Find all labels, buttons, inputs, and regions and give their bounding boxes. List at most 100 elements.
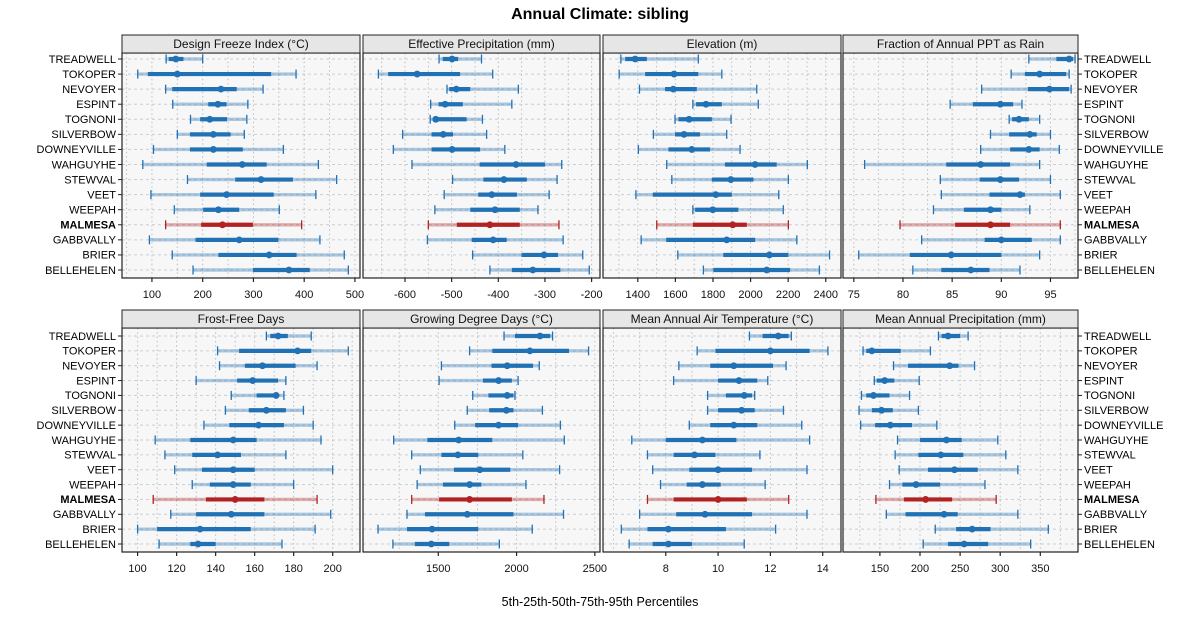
panel: Mean Annual Precipitation (mm) 150 200 250 3… bbox=[842, 309, 1082, 575]
median-dot bbox=[194, 540, 202, 548]
median-dot bbox=[631, 55, 639, 63]
percentile-row bbox=[411, 494, 545, 504]
strip-title: Frost-Free Days bbox=[198, 312, 285, 326]
site-label-right: GABBVALLY bbox=[1084, 509, 1148, 521]
median-dot bbox=[491, 206, 499, 214]
site-label-right: BRIER bbox=[1084, 250, 1118, 262]
percentile-row bbox=[406, 509, 565, 519]
panel: Effective Precipitation (mm) -600 -500 -400… bbox=[362, 34, 603, 301]
median-dot bbox=[977, 161, 985, 168]
median-dot bbox=[448, 55, 456, 63]
median-dot bbox=[219, 221, 226, 229]
percentile-row bbox=[171, 250, 345, 260]
axis-tick-label: 160 bbox=[245, 563, 263, 575]
site-label-left: WEEPAH bbox=[69, 479, 116, 491]
strip-title: Fraction of Annual PPT as Rain bbox=[877, 37, 1044, 51]
site-label-left: MALMESA bbox=[60, 494, 116, 506]
percentile-row bbox=[949, 99, 1023, 109]
axis-tick-label: 2400 bbox=[814, 289, 838, 301]
panel: Growing Degree Days (°C) 1500 2000 2500 bbox=[362, 309, 607, 575]
median-dot bbox=[488, 191, 496, 199]
median-dot bbox=[960, 540, 968, 548]
median-dot bbox=[1025, 146, 1033, 153]
site-label-left: STEWVAL bbox=[64, 450, 116, 462]
median-dot bbox=[774, 332, 782, 340]
strip-header bbox=[121, 309, 361, 329]
strip-header bbox=[362, 34, 601, 54]
site-label-right: DOWNEYVILLE bbox=[1084, 420, 1163, 432]
percentile-row bbox=[203, 420, 314, 430]
median-dot bbox=[870, 392, 877, 399]
percentile-row bbox=[176, 129, 245, 139]
percentile-row bbox=[678, 361, 787, 371]
median-dot bbox=[886, 421, 894, 429]
percentile-row bbox=[427, 220, 560, 230]
axis-tick-label: 95 bbox=[1044, 289, 1056, 301]
percentile-row bbox=[863, 160, 1041, 169]
site-label-right: TOKOPER bbox=[1084, 69, 1138, 81]
percentile-row bbox=[674, 114, 732, 124]
percentile-row bbox=[411, 160, 563, 169]
percentile-row bbox=[618, 69, 723, 79]
median-dot bbox=[229, 466, 237, 474]
site-label-left: STEWVAL bbox=[64, 174, 116, 186]
percentile-row bbox=[164, 450, 287, 460]
percentile-row bbox=[652, 465, 808, 475]
site-label-left: SILVERBOW bbox=[51, 129, 116, 141]
percentile-row bbox=[377, 524, 533, 534]
median-dot bbox=[466, 481, 474, 488]
median-dot bbox=[209, 130, 217, 138]
percentile-row bbox=[438, 376, 519, 386]
axis-tick-label: 90 bbox=[995, 289, 1007, 301]
median-dot bbox=[709, 206, 717, 214]
median-dot bbox=[878, 406, 885, 414]
axis-tick-label: 1500 bbox=[426, 563, 450, 575]
median-dot bbox=[685, 115, 693, 123]
percentile-row bbox=[451, 175, 558, 185]
percentile-row bbox=[393, 435, 565, 445]
median-dot bbox=[214, 451, 221, 459]
median-dot bbox=[215, 206, 222, 214]
site-label-left: VEET bbox=[87, 189, 116, 201]
percentile-row bbox=[443, 190, 550, 200]
percentile-row bbox=[888, 480, 986, 490]
percentile-row bbox=[628, 539, 745, 549]
median-dot bbox=[455, 436, 463, 444]
median-dot bbox=[881, 377, 889, 384]
percentile-row bbox=[688, 420, 803, 430]
percentile-row bbox=[934, 524, 1049, 534]
site-label-left: SILVERBOW bbox=[51, 405, 116, 417]
site-label-right: MALMESA bbox=[1084, 220, 1140, 232]
percentile-row bbox=[224, 405, 305, 415]
percentile-row bbox=[472, 390, 516, 400]
site-label-right: TOGNONI bbox=[1084, 114, 1135, 126]
median-dot bbox=[1015, 115, 1023, 123]
percentile-row bbox=[640, 235, 798, 245]
median-dot bbox=[486, 221, 494, 229]
percentile-row bbox=[885, 509, 1019, 519]
percentile-row bbox=[637, 144, 741, 154]
percentile-row bbox=[429, 99, 513, 109]
median-dot bbox=[912, 481, 920, 488]
axis-tick-label: 350 bbox=[1031, 563, 1049, 575]
axis-tick-label: 2000 bbox=[504, 563, 528, 575]
median-dot bbox=[448, 146, 456, 153]
axis-tick-label: 300 bbox=[991, 563, 1009, 575]
percentile-row bbox=[186, 175, 338, 185]
strip-header bbox=[121, 34, 361, 54]
strip-title: Mean Annual Air Temperature (°C) bbox=[631, 312, 814, 326]
median-dot bbox=[943, 436, 950, 444]
axis-tick-label: 250 bbox=[951, 563, 969, 575]
percentile-row bbox=[377, 69, 494, 79]
median-dot bbox=[432, 115, 440, 123]
median-dot bbox=[235, 236, 243, 244]
percentile-row bbox=[862, 346, 932, 356]
strip-title: Growing Degree Days (°C) bbox=[410, 312, 553, 326]
percentile-row bbox=[1010, 69, 1070, 79]
median-dot bbox=[227, 510, 235, 518]
axis-tick-label: 200 bbox=[911, 563, 929, 575]
axis-tick-label: -200 bbox=[581, 289, 603, 301]
percentile-row bbox=[150, 190, 317, 200]
median-dot bbox=[441, 100, 449, 108]
